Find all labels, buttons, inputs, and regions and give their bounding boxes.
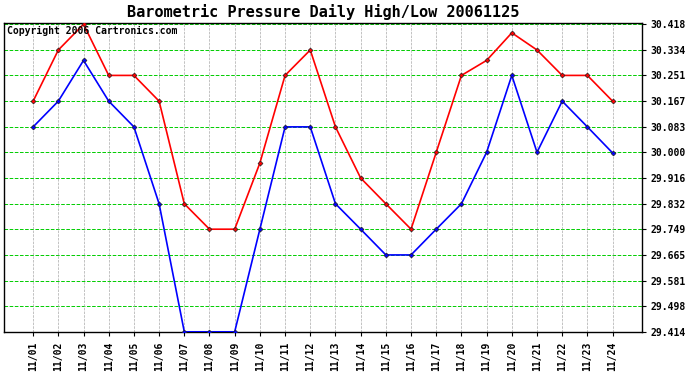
Title: Barometric Pressure Daily High/Low 20061125: Barometric Pressure Daily High/Low 20061… [127, 4, 519, 20]
Text: Copyright 2006 Cartronics.com: Copyright 2006 Cartronics.com [8, 26, 178, 36]
